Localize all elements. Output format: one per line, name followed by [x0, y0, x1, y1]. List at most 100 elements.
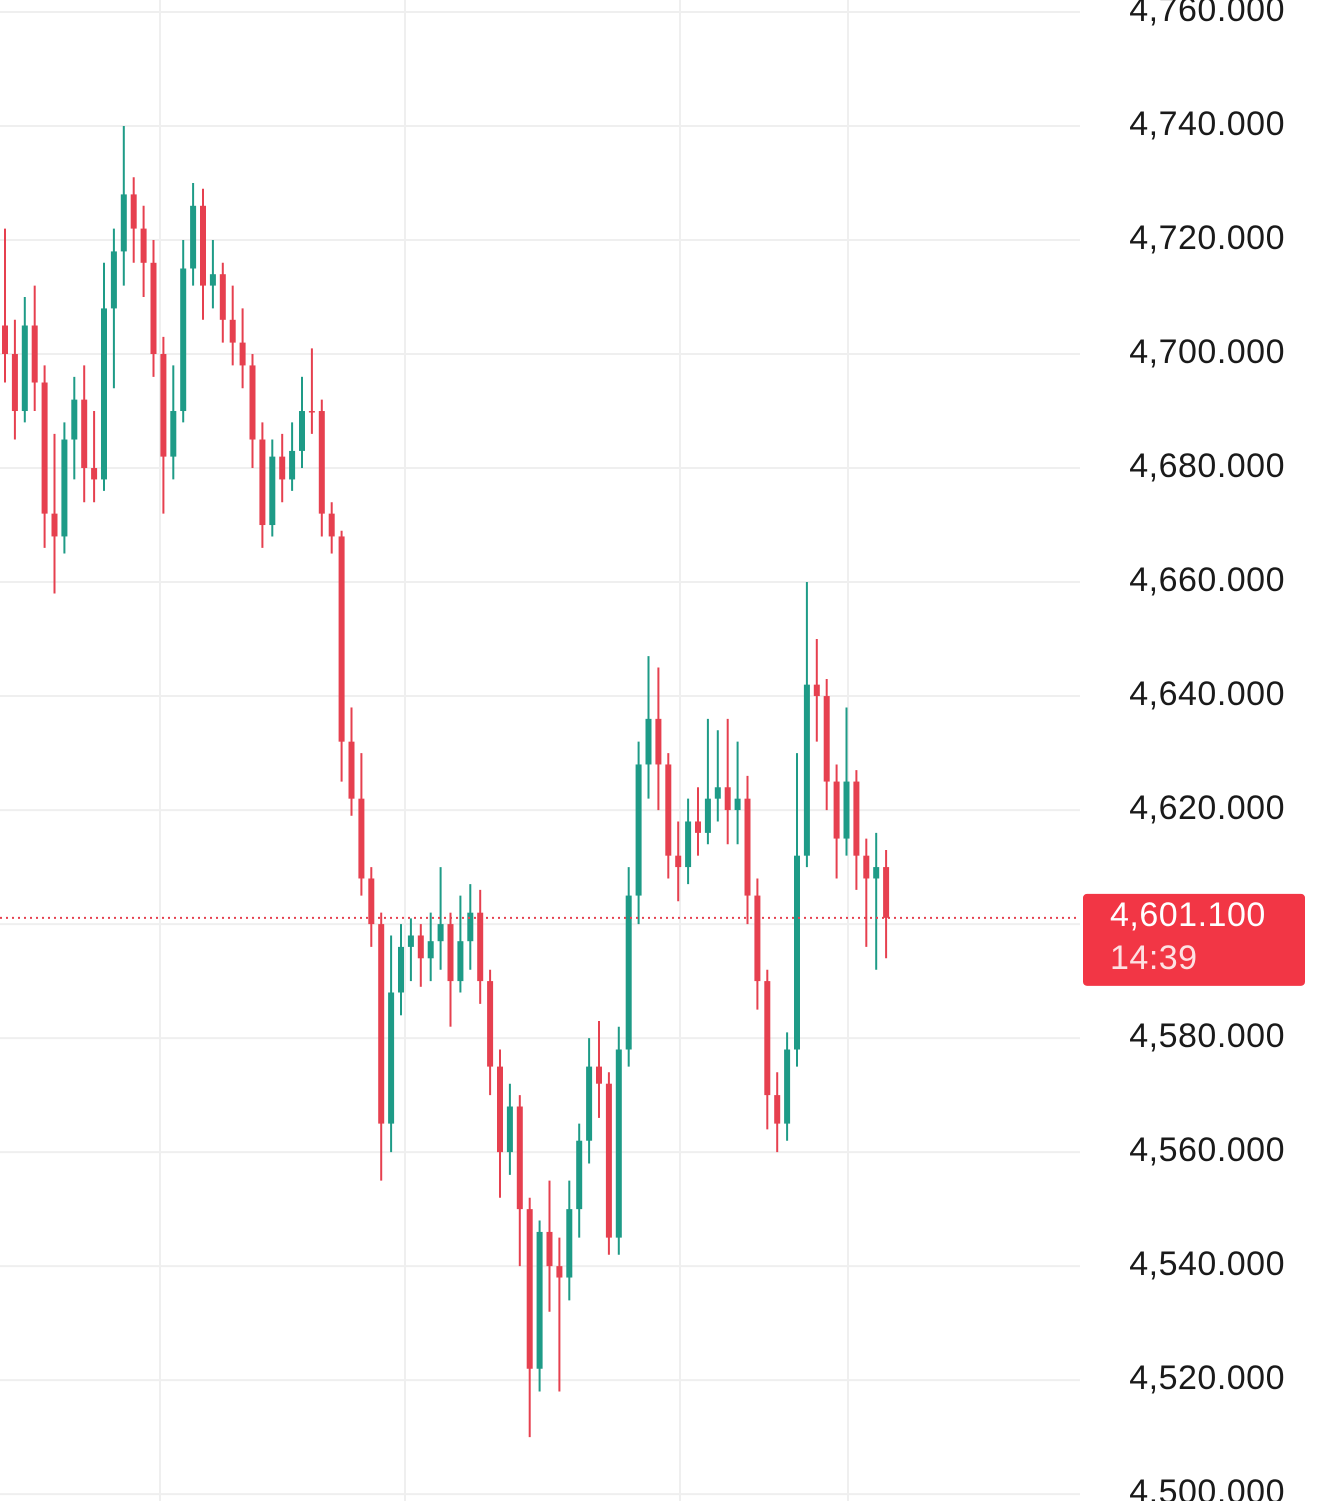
- candle-body: [883, 867, 890, 918]
- candle-body: [299, 411, 305, 451]
- candle-body: [21, 325, 28, 412]
- candle-body: [546, 1231, 553, 1267]
- y-tick-label: 4,560.000: [1129, 1131, 1285, 1169]
- candle-body: [596, 1066, 602, 1084]
- candle-body: [467, 912, 474, 942]
- candle-body: [615, 1049, 622, 1238]
- candle-body: [704, 798, 711, 833]
- candle-body: [110, 251, 117, 309]
- candle-body: [774, 1095, 781, 1124]
- candle-body: [398, 946, 404, 993]
- countdown-label: 14:39: [1110, 939, 1198, 977]
- y-tick-label: 4,500.000: [1129, 1473, 1285, 1501]
- candle-body: [200, 205, 206, 286]
- y-tick-label: 4,740.000: [1129, 105, 1285, 143]
- candle-body: [417, 935, 424, 959]
- candle-body: [833, 781, 840, 839]
- candle-body: [229, 319, 236, 343]
- candle-body: [289, 450, 296, 480]
- candle-body: [318, 411, 325, 514]
- candle-body: [695, 821, 701, 833]
- candle-body: [724, 787, 731, 811]
- time-grid: [159, 0, 849, 1501]
- y-tick-label: 4,640.000: [1129, 675, 1285, 713]
- candle-body: [130, 194, 137, 229]
- candle-body: [635, 764, 642, 896]
- candle-body: [714, 787, 721, 799]
- candle-body: [328, 513, 335, 537]
- candle-body: [407, 935, 414, 947]
- candle-body: [645, 718, 652, 765]
- candle-body: [61, 439, 68, 537]
- last-price-label: 4,601.100: [1110, 896, 1266, 934]
- candle-body: [437, 924, 444, 942]
- candle-body: [368, 878, 375, 925]
- last-price-tag: [1083, 893, 1305, 986]
- y-tick-label: 4,520.000: [1129, 1359, 1285, 1397]
- candle-body: [625, 895, 632, 1050]
- candle-body: [477, 912, 484, 982]
- candle-body: [170, 411, 177, 457]
- candle-body: [338, 536, 345, 742]
- candle-body: [586, 1066, 593, 1141]
- candle-body: [536, 1231, 543, 1369]
- y-tick-label: 4,700.000: [1129, 333, 1285, 371]
- candle-body: [91, 468, 98, 480]
- candle-body: [190, 205, 197, 269]
- candle-body: [655, 718, 662, 765]
- candle-body: [764, 981, 771, 1096]
- candle-body: [31, 325, 38, 383]
- candle-body: [140, 228, 147, 263]
- candle-body: [556, 1266, 563, 1278]
- candle-body: [853, 781, 860, 856]
- candle-body: [180, 268, 187, 412]
- candles: [2, 125, 890, 1438]
- candle-body: [378, 924, 385, 1124]
- candle-body: [863, 855, 870, 879]
- candle-body: [348, 741, 355, 799]
- candle-body: [516, 1106, 523, 1210]
- candle-body: [2, 325, 8, 355]
- candle-body: [239, 342, 246, 366]
- candle-body: [388, 992, 395, 1124]
- candle-body: [209, 274, 216, 286]
- candle-body: [11, 354, 18, 412]
- candle-body: [457, 941, 464, 982]
- candle-body: [101, 308, 107, 480]
- y-tick-label: 4,760.000: [1129, 0, 1285, 29]
- candle-body: [873, 867, 880, 879]
- candle-body: [447, 924, 454, 982]
- candle-body: [487, 981, 494, 1067]
- candle-body: [744, 798, 751, 896]
- candle-body: [576, 1140, 583, 1210]
- y-tick-label: 4,660.000: [1129, 561, 1285, 599]
- candle-body: [81, 399, 88, 469]
- candle-body: [813, 684, 820, 697]
- candle-body: [843, 781, 850, 839]
- y-tick-label: 4,720.000: [1129, 219, 1285, 257]
- candle-body: [675, 855, 682, 868]
- candle-body: [358, 798, 365, 879]
- candle-body: [566, 1209, 573, 1278]
- candle-body: [259, 439, 266, 526]
- y-tick-label: 4,540.000: [1129, 1245, 1285, 1283]
- candle-body: [665, 764, 672, 856]
- candle-body: [279, 456, 286, 480]
- candle-body: [308, 411, 315, 413]
- candle-body: [784, 1049, 791, 1124]
- candle-body: [506, 1106, 513, 1153]
- candle-body: [120, 194, 127, 252]
- candle-body: [150, 262, 157, 355]
- candle-body: [269, 456, 276, 526]
- candle-body: [734, 798, 741, 811]
- candle-body: [823, 696, 830, 782]
- candle-body: [803, 684, 810, 856]
- candle-body: [427, 941, 434, 959]
- candle-body: [249, 365, 256, 440]
- candle-body: [51, 513, 58, 537]
- candle-body: [497, 1066, 503, 1153]
- y-tick-label: 4,680.000: [1129, 447, 1285, 485]
- candle-body: [526, 1209, 533, 1369]
